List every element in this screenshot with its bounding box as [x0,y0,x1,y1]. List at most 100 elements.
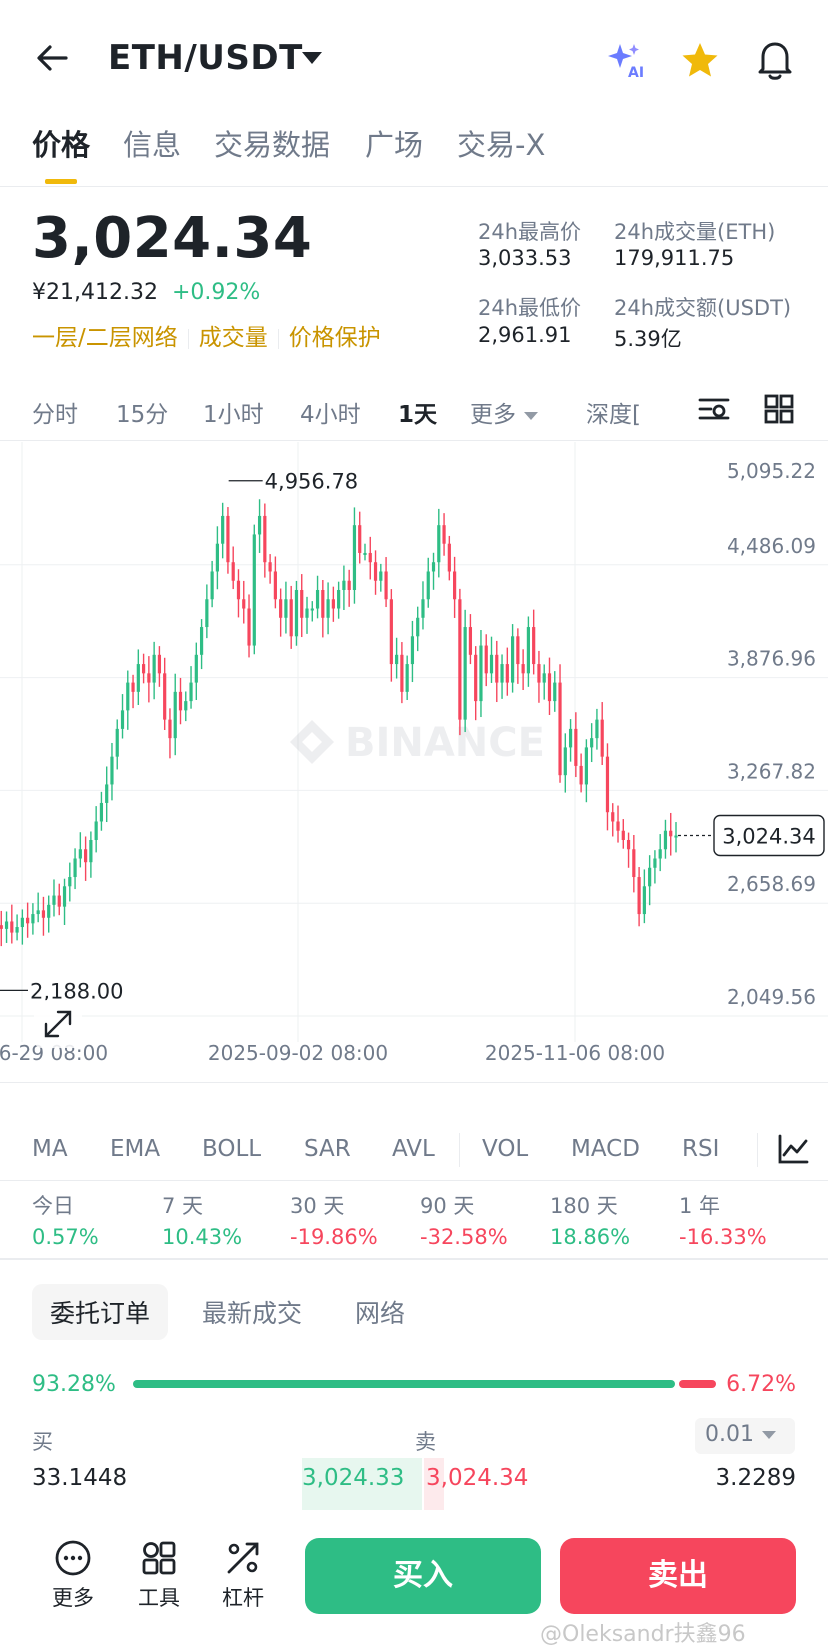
high-value: 3,033.53 [478,246,572,270]
candle-body [363,552,367,555]
divider [459,1133,460,1167]
candle-body [373,562,378,581]
more-button[interactable]: 更多 [38,1538,108,1612]
sell-qty[interactable]: 3.2289 [715,1465,796,1491]
perf-180d-label: 180 天 [550,1194,618,1218]
tab-price[interactable]: 价格 [32,128,91,162]
candle-body [300,590,304,618]
perf-today-label: 今日 [32,1194,74,1218]
sell-price[interactable]: 3,024.34 [426,1465,529,1491]
candle-body [215,543,219,572]
indicator-boll[interactable]: BOLL [202,1136,262,1162]
candle-body [537,664,541,683]
tf-line[interactable]: 分时 [32,402,78,428]
candle-body [236,580,241,600]
pair-dropdown-icon[interactable] [302,52,322,64]
tab-open-orders[interactable]: 委托订单 [32,1284,169,1340]
ai-sparkle-icon[interactable]: AI [606,40,646,80]
buy-qty[interactable]: 33.1448 [32,1465,128,1491]
tf-4h[interactable]: 4小时 [300,402,361,428]
indicator-sar[interactable]: SAR [304,1136,351,1162]
buy-button[interactable]: 买入 [305,1538,541,1614]
bell-icon[interactable] [755,38,795,82]
y-tick-label: 5,095.22 [727,459,816,483]
candle-body [315,590,320,609]
perf-1y-value: -16.33% [679,1225,767,1249]
candle-body [242,599,246,609]
candle-body [20,917,24,928]
star-icon[interactable] [680,40,720,80]
tab-network[interactable]: 网络 [355,1299,406,1328]
candle-body [31,914,35,924]
candle-body [26,917,30,924]
indicator-avl[interactable]: AVL [392,1136,435,1162]
candle-body [568,728,573,748]
leverage-button[interactable]: 杠杆 [208,1538,278,1612]
indicator-vol[interactable]: VOL [482,1136,529,1162]
vol-eth-label: 24h成交量(ETH) [614,220,776,244]
chart-settings-icon[interactable] [697,392,731,426]
tab-recent-trades[interactable]: 最新成交 [202,1299,303,1328]
expand-chart-button[interactable] [34,1000,82,1048]
candle-body [247,608,251,646]
tag-row: 一层/二层网络 成交量 价格保护 [32,318,381,352]
divider [757,1133,758,1167]
candle-body [41,910,46,918]
indicator-ma[interactable]: MA [32,1136,68,1162]
tab-info[interactable]: 信息 [123,128,182,162]
indicator-rsi[interactable]: RSI [682,1136,720,1162]
divider [0,186,828,187]
grid-layout-icon[interactable] [762,392,796,426]
precision-select[interactable]: 0.01 [695,1418,795,1454]
candle-body [468,627,473,655]
tf-1h[interactable]: 1小时 [203,402,264,428]
pair-title[interactable]: ETH/USDT [108,38,303,78]
candle-body [368,552,372,563]
candle-body [489,654,494,674]
candle-body [621,830,625,840]
candle-body [157,654,162,674]
svg-text:AI: AI [628,65,644,80]
candle-body [505,664,509,683]
tag-layer-network[interactable]: 一层/二层网络 [32,325,178,351]
divider [0,440,828,441]
sell-button[interactable]: 卖出 [560,1538,796,1614]
tf-depth[interactable]: 深度[ [586,402,641,428]
candle-body [463,627,467,720]
indicator-settings-icon[interactable] [776,1132,810,1166]
tf-more[interactable]: 更多 [470,395,538,429]
chevron-down-icon [761,1431,776,1439]
indicator-macd[interactable]: MACD [571,1136,640,1162]
tab-square[interactable]: 广场 [365,128,424,162]
candle-body [84,849,88,863]
tab-trade-x[interactable]: 交易-X [457,128,546,162]
tools-button[interactable]: 工具 [124,1538,194,1612]
buy-price[interactable]: 3,024.33 [302,1465,405,1491]
candle-body [36,910,40,915]
tag-price-protection[interactable]: 价格保护 [288,325,381,351]
indicator-ema[interactable]: EMA [110,1136,161,1162]
tf-15m[interactable]: 15分 [116,402,169,428]
perf-90d-label: 90 天 [420,1194,475,1218]
leverage-label: 杠杆 [222,1586,264,1610]
candle-body [257,515,262,535]
vol-usdt-label: 24h成交额(USDT) [614,296,792,320]
candle-body [347,580,351,591]
candlestick-chart[interactable]: 5,095.22 4,486.09 3,876.96 3,267.82 2,658.69… [0,442,828,1082]
current-price-box [713,814,825,857]
tag-volume[interactable]: 成交量 [198,325,268,351]
back-arrow-icon[interactable] [32,38,72,78]
candle-body [416,617,420,637]
tf-1d[interactable]: 1天 [398,402,438,428]
candle-body [358,525,362,553]
active-tab-indicator [45,179,77,184]
candle-body [495,654,499,683]
candle-body [210,571,214,600]
x-tick-label: 2025-11-06 08:00 [485,1041,665,1065]
tab-trading-data[interactable]: 交易数据 [214,128,331,162]
current-price-label: 3,024.34 [722,824,816,848]
sell-ratio: 6.72% [726,1372,796,1397]
buy-ratio: 93.28% [32,1372,116,1397]
y-tick-label: 2,658.69 [727,872,816,896]
candle-body [421,599,425,618]
